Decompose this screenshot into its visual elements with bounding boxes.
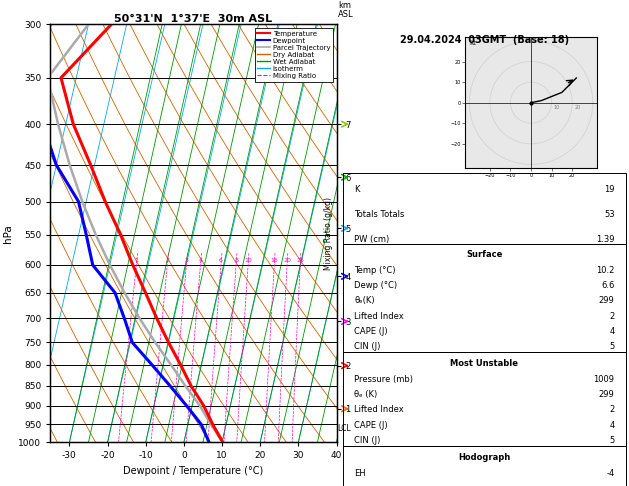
Text: 3: 3 xyxy=(184,258,189,263)
Text: 10: 10 xyxy=(244,258,252,263)
Text: Mixing Ratio (g/kg): Mixing Ratio (g/kg) xyxy=(325,197,333,270)
Text: θₑ(K): θₑ(K) xyxy=(354,296,375,306)
Text: 2: 2 xyxy=(610,312,615,321)
Text: θₑ (K): θₑ (K) xyxy=(354,390,377,399)
Text: Totals Totals: Totals Totals xyxy=(354,210,404,219)
Text: 19: 19 xyxy=(604,185,615,194)
Text: CAPE (J): CAPE (J) xyxy=(354,327,387,335)
Text: 20: 20 xyxy=(283,258,291,263)
Text: kt: kt xyxy=(469,40,476,46)
Text: 1.39: 1.39 xyxy=(596,235,615,244)
Text: 25: 25 xyxy=(296,258,304,263)
Text: LCL: LCL xyxy=(338,424,352,433)
Text: 4: 4 xyxy=(610,420,615,430)
Text: 5: 5 xyxy=(610,342,615,350)
Text: 6.6: 6.6 xyxy=(601,281,615,291)
Text: EH: EH xyxy=(354,469,365,478)
Text: PW (cm): PW (cm) xyxy=(354,235,389,244)
Text: Pressure (mb): Pressure (mb) xyxy=(354,375,413,384)
Text: 299: 299 xyxy=(599,390,615,399)
Text: 2: 2 xyxy=(165,258,169,263)
Text: 1009: 1009 xyxy=(594,375,615,384)
Text: Dewp (°C): Dewp (°C) xyxy=(354,281,398,291)
Text: 10: 10 xyxy=(554,105,560,110)
Text: 53: 53 xyxy=(604,210,615,219)
Text: 4: 4 xyxy=(610,327,615,335)
Text: 4: 4 xyxy=(199,258,203,263)
Text: Most Unstable: Most Unstable xyxy=(450,359,518,368)
Text: 299: 299 xyxy=(599,296,615,306)
Text: 29.04.2024  03GMT  (Base: 18): 29.04.2024 03GMT (Base: 18) xyxy=(400,35,569,45)
Text: km
ASL: km ASL xyxy=(338,1,354,19)
X-axis label: Dewpoint / Temperature (°C): Dewpoint / Temperature (°C) xyxy=(123,466,264,476)
Y-axis label: hPa: hPa xyxy=(3,224,13,243)
Text: Lifted Index: Lifted Index xyxy=(354,312,404,321)
Title: 50°31'N  1°37'E  30m ASL: 50°31'N 1°37'E 30m ASL xyxy=(114,14,272,23)
Text: 10.2: 10.2 xyxy=(596,266,615,276)
Text: CIN (J): CIN (J) xyxy=(354,342,381,350)
Text: Hodograph: Hodograph xyxy=(458,453,511,462)
Text: 6: 6 xyxy=(219,258,223,263)
Text: K: K xyxy=(354,185,360,194)
Text: 5: 5 xyxy=(610,435,615,445)
Text: -4: -4 xyxy=(606,469,615,478)
Text: 8: 8 xyxy=(234,258,238,263)
Text: CIN (J): CIN (J) xyxy=(354,435,381,445)
Text: 1: 1 xyxy=(135,258,138,263)
Text: Surface: Surface xyxy=(466,250,503,259)
Text: 20: 20 xyxy=(574,105,581,110)
Legend: Temperature, Dewpoint, Parcel Trajectory, Dry Adiabat, Wet Adiabat, Isotherm, Mi: Temperature, Dewpoint, Parcel Trajectory… xyxy=(255,28,333,82)
Text: Lifted Index: Lifted Index xyxy=(354,405,404,415)
Text: CAPE (J): CAPE (J) xyxy=(354,420,387,430)
Text: 16: 16 xyxy=(270,258,278,263)
Text: Temp (°C): Temp (°C) xyxy=(354,266,396,276)
Text: 2: 2 xyxy=(610,405,615,415)
